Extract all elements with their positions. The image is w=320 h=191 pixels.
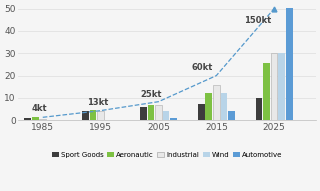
Bar — [205, 93, 212, 120]
Bar — [263, 63, 270, 120]
Bar — [228, 111, 235, 120]
Bar — [140, 107, 147, 120]
Bar — [90, 110, 96, 120]
Bar — [24, 118, 31, 120]
Bar — [170, 118, 177, 120]
Bar — [155, 105, 162, 120]
Bar — [32, 117, 38, 120]
Bar — [271, 53, 277, 120]
Bar — [39, 119, 46, 120]
Bar — [220, 93, 227, 120]
Bar — [148, 105, 154, 120]
Bar — [256, 98, 262, 120]
Legend: Sport Goods, Aeronautic, Industrial, Wind, Automotive: Sport Goods, Aeronautic, Industrial, Win… — [49, 149, 285, 161]
Bar — [82, 111, 89, 120]
Text: 150kt: 150kt — [244, 16, 272, 25]
Bar — [97, 111, 104, 120]
Bar — [163, 111, 169, 120]
Bar — [198, 104, 204, 120]
Text: 4kt: 4kt — [32, 104, 48, 113]
Text: 60kt: 60kt — [191, 63, 212, 72]
Text: 25kt: 25kt — [140, 90, 162, 99]
Bar — [286, 7, 292, 120]
Bar — [213, 85, 220, 120]
Bar — [278, 53, 285, 120]
Text: 13kt: 13kt — [87, 98, 108, 107]
